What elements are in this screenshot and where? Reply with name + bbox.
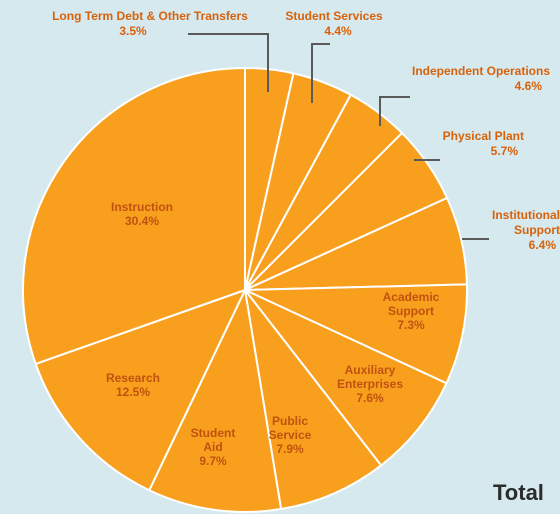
research-label: Research [106, 371, 160, 385]
independent-operations-value: 4.6% [515, 79, 543, 93]
pie-slice-academic-support [244, 283, 468, 385]
student-aid-value: 9.7% [199, 454, 227, 468]
long-term-debt-other-transfers-label: Long Term Debt & Other Transfers [52, 9, 248, 23]
pie-slice-research [34, 288, 247, 492]
academic-support-label: Academic [383, 290, 440, 304]
student-aid-label: Aid [203, 440, 222, 454]
independent-operations-label: Independent Operations [412, 64, 550, 78]
physical-plant-label: Physical Plant [443, 129, 524, 143]
long-term-debt-other-transfers-leader-line [188, 33, 269, 92]
institutional-support-value: 6.4% [529, 238, 557, 252]
pie-slice-instruction [22, 66, 246, 366]
long-term-debt-other-transfers-value: 3.5% [119, 24, 147, 38]
public-service-label: Public [272, 414, 308, 428]
institutional-support-label: Support [514, 223, 560, 237]
institutional-support-label: Institutional [492, 208, 560, 222]
student-aid-label: Student [191, 426, 236, 440]
student-services-label: Student Services [285, 9, 383, 23]
auxiliary-enterprises-label: Enterprises [337, 377, 403, 391]
instruction-label: Instruction [111, 200, 173, 214]
auxiliary-enterprises-value: 7.6% [356, 391, 384, 405]
total-label: Total [493, 480, 544, 505]
pie-slice-student-aid [147, 286, 283, 513]
independent-operations-leader-line [379, 96, 410, 126]
public-service-label: Service [269, 428, 312, 442]
student-services-leader-line [311, 43, 330, 103]
auxiliary-enterprises-label: Auxiliary [345, 363, 396, 377]
instruction-value: 30.4% [125, 214, 159, 228]
pie-slice-auxiliary-enterprises [244, 289, 448, 467]
student-services-value: 4.4% [324, 24, 352, 38]
academic-support-value: 7.3% [397, 318, 425, 332]
pie-slice-public-service [244, 289, 383, 511]
academic-support-label: Support [388, 304, 434, 318]
public-service-value: 7.9% [276, 442, 304, 456]
physical-plant-value: 5.7% [491, 144, 519, 158]
research-value: 12.5% [116, 385, 150, 399]
